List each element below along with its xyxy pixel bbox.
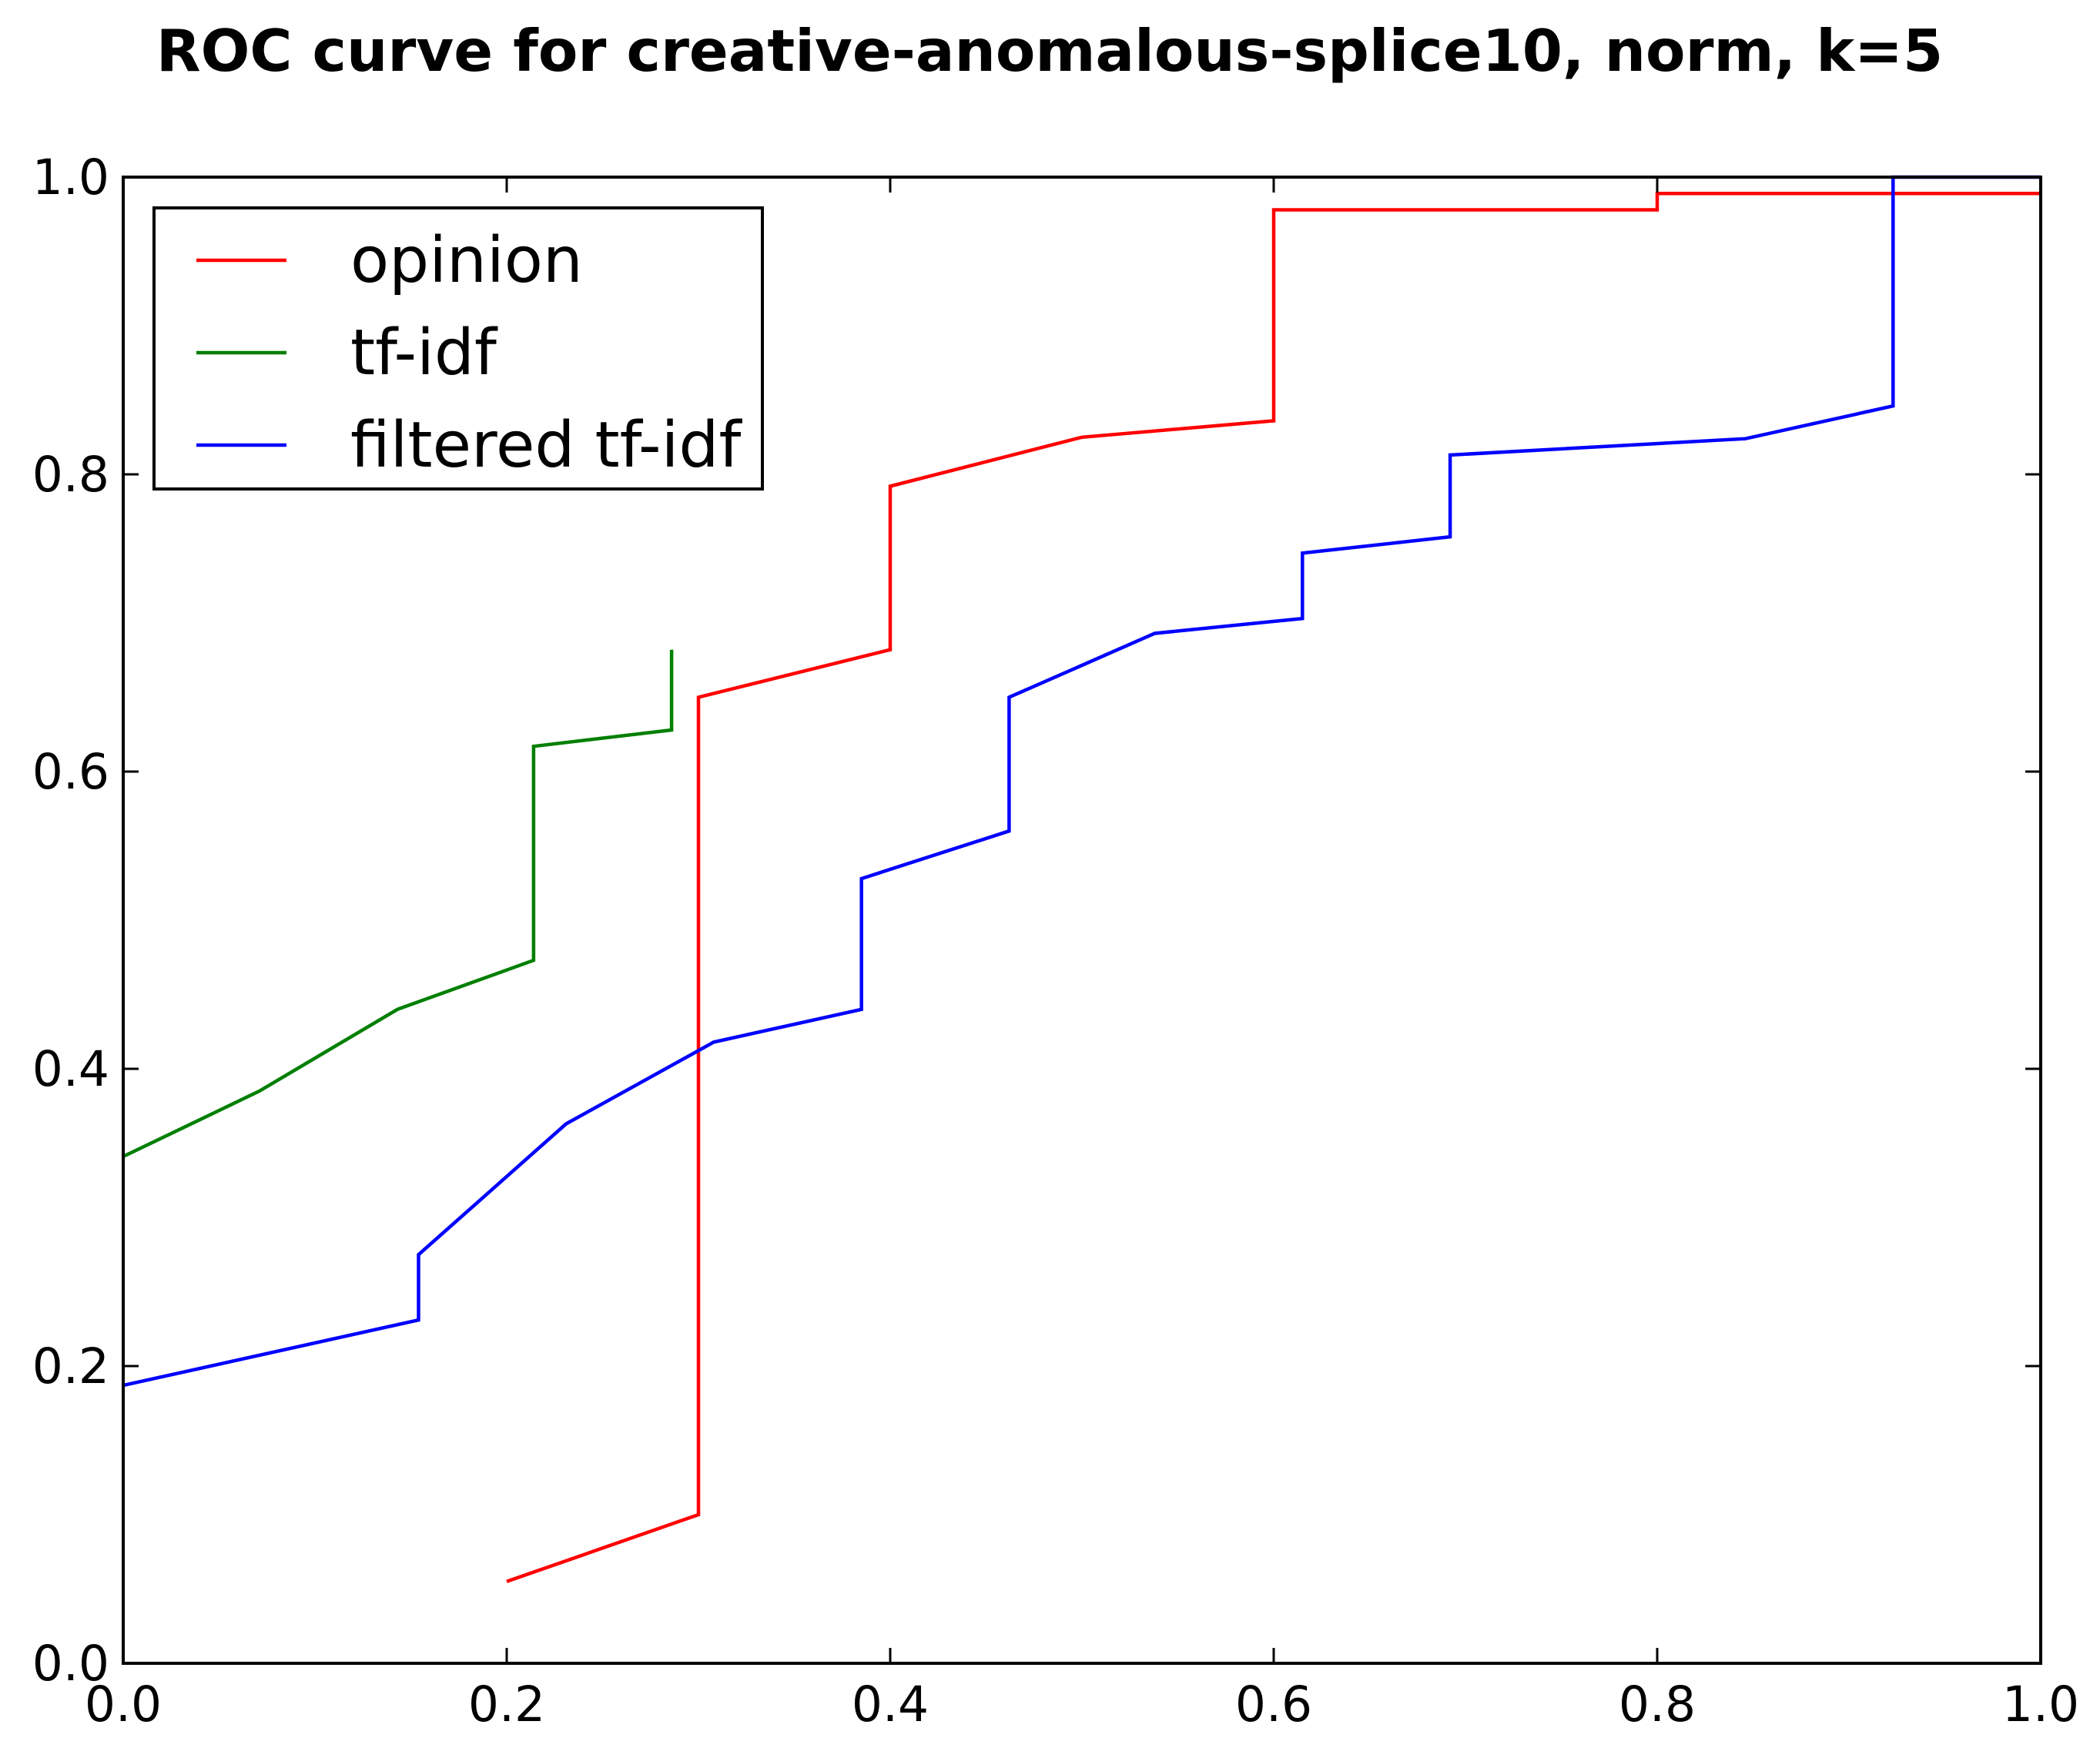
x-tick-label: 0.4 [852, 1676, 929, 1733]
series-line-tf-idf [122, 649, 674, 1158]
y-tick-label: 0.2 [32, 1338, 109, 1395]
legend-label: opinion [350, 224, 583, 297]
x-tick-label: 1.0 [2002, 1676, 2079, 1733]
x-tick-label: 0.8 [1619, 1676, 1696, 1733]
x-tick-label: 0.0 [85, 1676, 162, 1733]
y-tick-label: 0.6 [32, 744, 109, 800]
legend-label: filtered tf-idf [350, 409, 742, 482]
y-tick-label: 0.4 [32, 1041, 109, 1097]
series-line-opinion [506, 191, 2041, 1583]
y-tick-label: 1.0 [32, 149, 109, 206]
series-line-filtered-tf-idf [122, 175, 2041, 1388]
plot-frame [122, 176, 2042, 1665]
x-tick-label: 0.6 [1235, 1676, 1312, 1733]
x-tick-label: 0.2 [468, 1676, 545, 1733]
series-layer [122, 175, 2041, 1583]
chart-title: ROC curve for creative-anomalous-splice1… [156, 17, 1943, 85]
legend-box [152, 206, 764, 491]
tick-layer: 0.0 0.2 0.4 0.6 0.8 1.0 0.0 0.2 0.4 0.6 0.8 1.0 [32, 149, 2079, 1733]
y-tick-label: 0.8 [32, 447, 109, 503]
legend-label: tf-idf [350, 316, 498, 390]
legend: opinion tf-idf filtered tf-idf [152, 206, 764, 491]
y-tick-label: 0.0 [32, 1636, 109, 1692]
